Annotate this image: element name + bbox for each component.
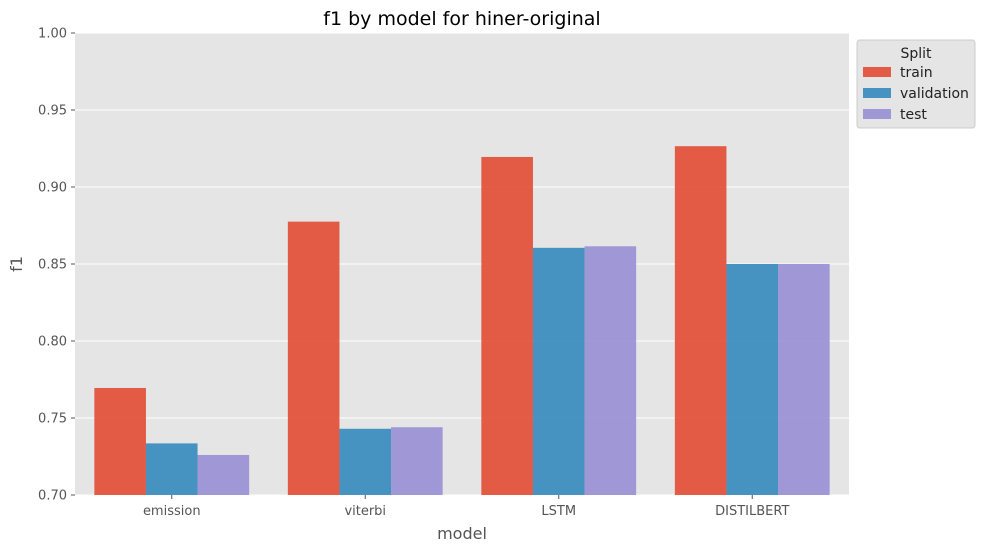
y-tick-label: 0.70 bbox=[38, 489, 67, 504]
x-axis: emission viterbi LSTM DISTILBERT bbox=[143, 495, 789, 519]
bar-test-LSTM bbox=[584, 246, 637, 495]
y-tick-label: 1.00 bbox=[38, 27, 67, 42]
bar-validation-viterbi bbox=[339, 428, 392, 495]
x-tick-label: viterbi bbox=[344, 504, 386, 519]
legend-label-train: train bbox=[900, 65, 933, 81]
legend-swatch-validation bbox=[863, 88, 891, 98]
legend: Split train validation test bbox=[856, 39, 976, 129]
y-tick-label: 0.80 bbox=[38, 335, 67, 350]
bar-test-DISTILBERT bbox=[778, 264, 830, 495]
legend-label-test: test bbox=[900, 107, 927, 123]
y-axis-title: f1 bbox=[7, 256, 26, 272]
bar-train-DISTILBERT bbox=[674, 146, 727, 495]
bars bbox=[94, 146, 830, 495]
bar-validation-LSTM bbox=[532, 247, 585, 495]
x-tick-label: LSTM bbox=[541, 504, 576, 519]
y-tick-label: 0.95 bbox=[38, 104, 67, 119]
legend-swatch-test bbox=[863, 109, 891, 119]
legend-box bbox=[856, 39, 976, 129]
bar-validation-emission bbox=[145, 443, 198, 495]
y-axis: 0.70 0.75 0.80 0.85 0.90 0.95 1.00 bbox=[38, 27, 75, 504]
legend-label-validation: validation bbox=[900, 86, 969, 102]
x-tick-label: DISTILBERT bbox=[715, 504, 789, 519]
bar-train-LSTM bbox=[481, 156, 533, 495]
x-tick-label: emission bbox=[143, 504, 201, 519]
y-tick-label: 0.75 bbox=[38, 412, 67, 427]
x-axis-title: model bbox=[437, 524, 487, 543]
y-tick-label: 0.85 bbox=[38, 258, 67, 273]
y-tick-label: 0.90 bbox=[38, 181, 67, 196]
bar-test-viterbi bbox=[391, 427, 443, 495]
bar-train-viterbi bbox=[287, 221, 340, 495]
bar-validation-DISTILBERT bbox=[726, 264, 779, 495]
bar-test-emission bbox=[197, 454, 250, 495]
bar-train-emission bbox=[94, 387, 146, 495]
legend-title: Split bbox=[900, 46, 932, 62]
legend-swatch-train bbox=[863, 67, 891, 77]
chart-title: f1 by model for hiner-original bbox=[323, 8, 600, 30]
